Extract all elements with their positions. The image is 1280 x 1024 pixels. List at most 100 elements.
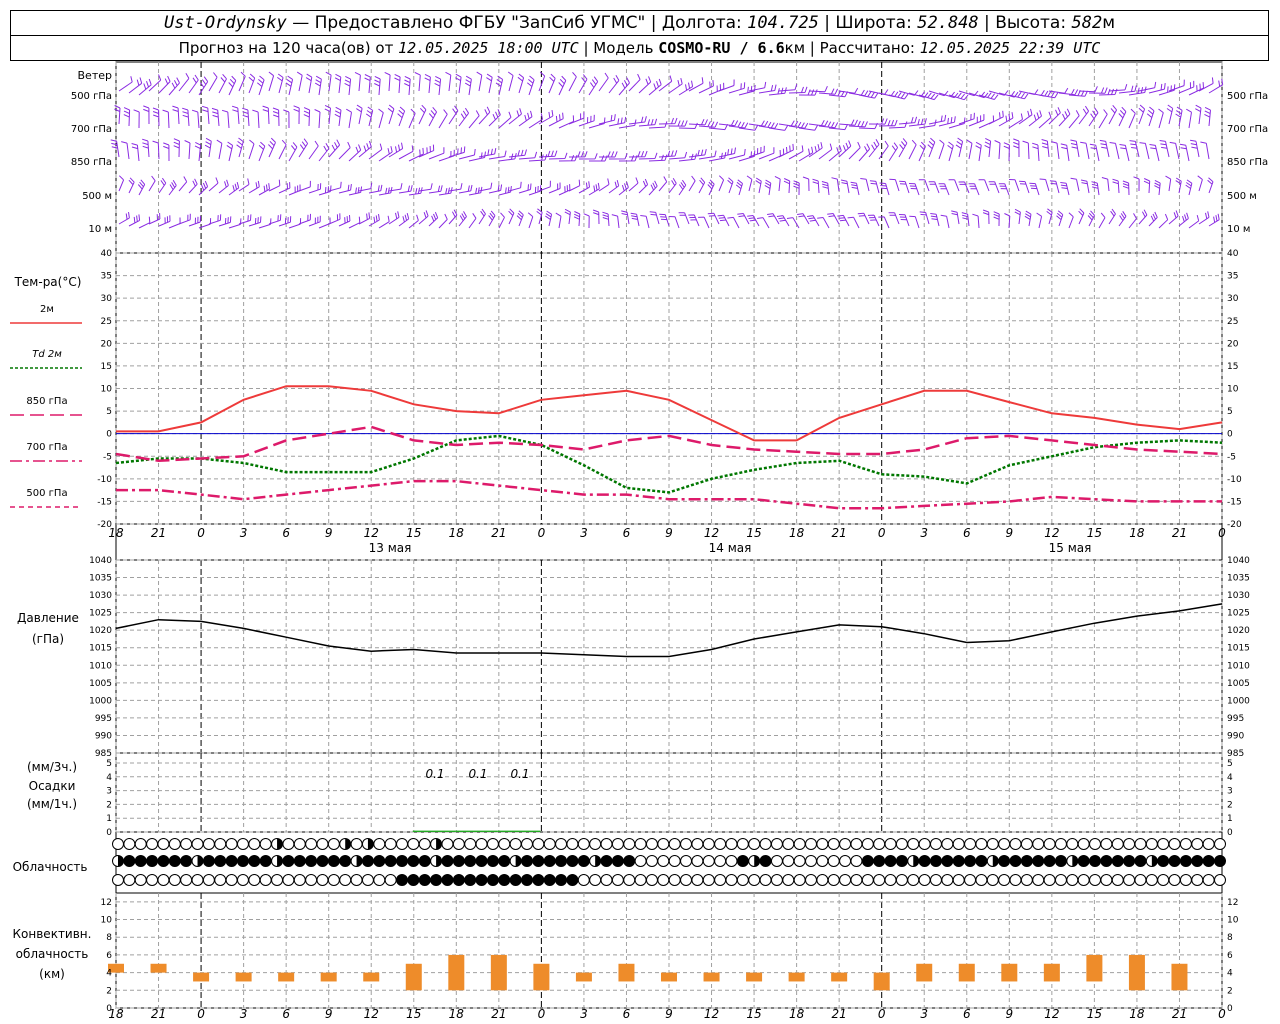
pressure-title: Давление	[17, 611, 79, 625]
wind-barb	[768, 148, 785, 162]
wind-barb	[328, 139, 341, 158]
cloud-symbol	[1054, 874, 1067, 886]
conv-bar	[916, 963, 933, 982]
cloud-fill	[407, 874, 419, 886]
legend-label: 700 гПа	[26, 442, 67, 453]
conv-y-tick-right: 12	[1227, 898, 1238, 908]
wind-barb	[1028, 110, 1042, 127]
cloud-fill	[555, 855, 567, 867]
wind-barb	[495, 75, 504, 96]
cloud-fill	[118, 855, 124, 867]
time-tick-bottom: 12	[1044, 1007, 1059, 1021]
wind-barb	[288, 142, 298, 162]
cloud-symbol	[180, 838, 193, 850]
wind-barb	[293, 105, 300, 125]
time-tick-bottom: 18	[108, 1007, 124, 1021]
wind-barb	[184, 140, 191, 160]
cloud-fill	[532, 855, 544, 867]
cloud-fill	[169, 855, 181, 867]
time-tick-bottom: 0	[197, 1007, 205, 1021]
wind-barb	[152, 140, 160, 160]
wind-barb	[458, 107, 470, 127]
altitude-unit: м	[1102, 13, 1116, 33]
cloud-symbol	[918, 874, 931, 886]
pressure-y-tick: 1000	[89, 696, 112, 706]
time-tick: 0	[197, 526, 205, 540]
cloud-symbol	[1066, 838, 1079, 850]
wind-barb	[808, 86, 828, 93]
wind-barb	[1004, 213, 1011, 229]
wind-barb	[378, 215, 390, 229]
cloud-symbol	[873, 838, 886, 850]
wind-barb	[324, 104, 331, 125]
wind-barb	[938, 139, 945, 160]
wind-barb	[508, 108, 522, 125]
cloud-symbol	[1077, 838, 1090, 850]
temp-y-tick-right: 30	[1227, 294, 1239, 304]
wind-barb	[308, 215, 321, 227]
cloud-symbol	[112, 838, 124, 850]
conv-y-tick: 8	[106, 933, 112, 943]
wind-barb	[438, 213, 448, 229]
cloud-fill	[1044, 855, 1056, 867]
wind-barb	[558, 184, 571, 196]
wind-barb	[808, 120, 829, 127]
wind-barb	[793, 180, 800, 196]
wind-barb	[1078, 86, 1098, 93]
wind-barb	[727, 216, 740, 229]
wind-barb	[221, 109, 230, 129]
wind-barb	[728, 148, 746, 160]
wind-barb	[558, 154, 578, 162]
time-tick: 6	[282, 526, 290, 540]
wind-barb	[708, 82, 725, 96]
cloud-symbol	[736, 838, 749, 850]
wind-barb	[868, 118, 888, 125]
cloud-symbol	[1089, 874, 1102, 886]
wind-barb	[638, 152, 658, 160]
cloud-symbol	[782, 874, 795, 886]
wind-barb	[718, 79, 735, 92]
wind-barb	[182, 107, 190, 127]
wind-barb	[408, 147, 424, 162]
conv-y-tick-right: 8	[1227, 933, 1233, 943]
time-tick: 21	[491, 526, 506, 540]
cloud-symbol	[691, 838, 704, 850]
wind-barb	[488, 184, 503, 194]
precip-y-tick-right: 3	[1227, 787, 1233, 797]
cloud-symbol	[577, 874, 590, 886]
wind-barb	[678, 122, 698, 129]
wind-barb	[1088, 107, 1099, 127]
wind-barb	[1024, 210, 1032, 227]
wind-barb	[608, 74, 620, 94]
pressure-y-tick: 1030	[89, 591, 112, 601]
wind-barb	[368, 143, 383, 160]
wind-barb	[758, 147, 775, 160]
cloud-fill	[419, 855, 431, 867]
wind-barb	[638, 178, 649, 194]
temp-title: Тем-ра(°C)	[14, 275, 82, 289]
wind-barb	[678, 179, 687, 196]
cloud-fill	[975, 855, 987, 867]
cloud-symbol	[1191, 874, 1204, 886]
precip-y-tick: 2	[106, 800, 112, 810]
cloud-fill	[1157, 855, 1169, 867]
cloud-symbol	[225, 874, 238, 886]
cloud-fill	[453, 855, 465, 867]
cloud-fill	[277, 838, 283, 850]
wind-barb	[398, 145, 414, 160]
time-tick-bottom: 3	[920, 1007, 928, 1021]
pressure-y-tick-right: 990	[1227, 731, 1244, 741]
cloud-symbol	[259, 874, 272, 886]
cloud-symbol	[180, 874, 193, 886]
wind-barb	[398, 212, 410, 227]
wind-barb	[468, 151, 486, 162]
wind-barb	[738, 84, 756, 96]
cloud-symbol	[271, 874, 284, 886]
wind-barb	[1078, 208, 1085, 225]
wind-barb	[1118, 211, 1127, 227]
wind-barb	[508, 208, 515, 225]
cloud-fill	[135, 855, 147, 867]
cloud-fill	[464, 855, 476, 867]
wind-barb	[455, 73, 462, 94]
